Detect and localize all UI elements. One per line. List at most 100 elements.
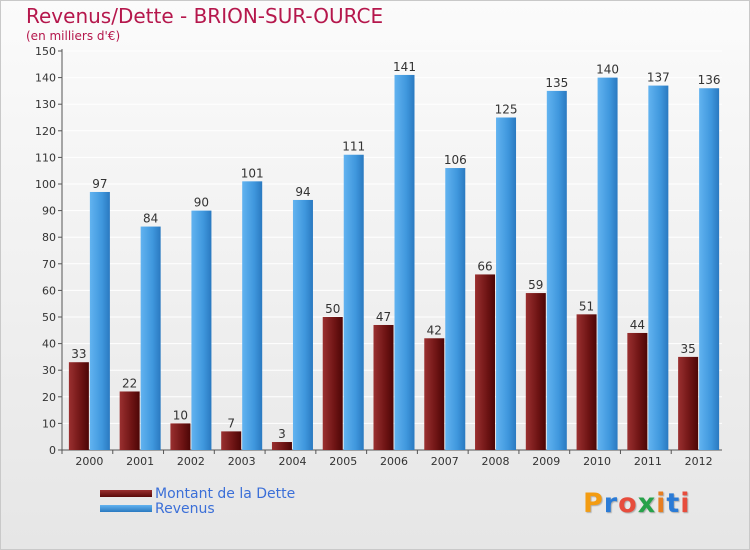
x-tick-label-2003: 2003 [228, 455, 256, 468]
bar-revenue-2008 [496, 117, 517, 450]
bar-revenue-2000 [89, 191, 110, 451]
x-axis: 2000 2001 2002 2003 2004 2005 2006 2007 2008 2009… [61, 450, 713, 468]
x-tick-label-2000: 2000 [75, 455, 103, 468]
data-label-revenue-2007: 106 [444, 153, 467, 167]
data-label-revenue-2012: 136 [698, 73, 721, 87]
data-label-revenue-2002: 90 [194, 196, 209, 210]
data-label-debt-2009: 59 [528, 278, 543, 292]
x-tick-label-2007: 2007 [431, 455, 459, 468]
bar-debt-2006 [373, 324, 394, 450]
y-tick-label-110: 110 [35, 151, 56, 164]
data-label-debt-2005: 50 [325, 302, 340, 316]
data-label-revenue-2000: 97 [92, 177, 107, 191]
y-tick-label-140: 140 [35, 72, 56, 85]
chart-title: Revenus/Dette - BRION-SUR-OURCE [26, 4, 384, 28]
legend-swatch-debt [100, 490, 152, 497]
bar-revenue-2002 [191, 210, 212, 450]
bar-revenue-2001 [140, 226, 161, 450]
bar-revenue-2004 [292, 199, 313, 450]
chart-subtitle: (en milliers d'€) [26, 29, 121, 43]
bar-revenue-2009 [546, 90, 567, 451]
bar-revenue-2007 [445, 168, 466, 451]
data-label-debt-2000: 33 [71, 347, 86, 361]
data-label-debt-2006: 47 [376, 310, 391, 324]
logo-letter: i [680, 488, 691, 519]
y-tick-label-130: 130 [35, 98, 56, 111]
bar-revenue-2006 [394, 74, 415, 450]
proxiti-logo: Proxiti [583, 488, 691, 519]
logo-letter: t [666, 488, 681, 519]
y-tick-label-20: 20 [42, 391, 56, 404]
bar-debt-2003 [221, 431, 242, 450]
y-tick-label-70: 70 [42, 258, 56, 271]
x-tick-label-2011: 2011 [634, 455, 662, 468]
logo-letter: i [656, 488, 667, 519]
x-tick-label-2012: 2012 [685, 455, 713, 468]
legend-label-debt: Montant de la Dette [155, 485, 296, 502]
data-label-revenue-2009: 135 [545, 76, 568, 90]
x-tick-label-2005: 2005 [329, 455, 357, 468]
y-tick-label-0: 0 [49, 444, 56, 457]
y-tick-label-10: 10 [42, 417, 56, 430]
bar-debt-2010 [576, 314, 597, 450]
x-tick-label-2002: 2002 [177, 455, 205, 468]
data-label-debt-2001: 22 [122, 376, 137, 390]
data-label-revenue-2004: 94 [295, 185, 310, 199]
y-tick-label-100: 100 [35, 178, 56, 191]
x-tick-label-2006: 2006 [380, 455, 408, 468]
data-label-debt-2007: 42 [427, 323, 442, 337]
data-label-revenue-2011: 137 [647, 71, 670, 85]
data-label-debt-2011: 44 [630, 318, 645, 332]
bar-revenue-2005 [343, 154, 364, 451]
y-tick-label-40: 40 [42, 338, 56, 351]
data-label-debt-2003: 7 [227, 416, 235, 430]
legend-item-debt: Montant de la Dette [100, 485, 296, 502]
y-tick-label-30: 30 [42, 364, 56, 377]
y-tick-label-90: 90 [42, 205, 56, 218]
data-label-debt-2004: 3 [278, 427, 286, 441]
y-tick-label-50: 50 [42, 311, 56, 324]
legend-label-revenue: Revenus [155, 500, 215, 517]
y-tick-label-150: 150 [35, 45, 56, 58]
data-label-debt-2010: 51 [579, 299, 594, 313]
bar-revenue-2012 [699, 88, 720, 451]
data-label-revenue-2006: 141 [393, 60, 416, 74]
data-label-debt-2012: 35 [680, 342, 695, 356]
y-tick-label-120: 120 [35, 125, 56, 138]
logo-letter: x [637, 488, 657, 519]
data-label-revenue-2003: 101 [241, 166, 264, 180]
data-label-revenue-2010: 140 [596, 63, 619, 77]
logo-letter: P [583, 488, 604, 519]
x-tick-label-2001: 2001 [126, 455, 154, 468]
bar-debt-2009 [525, 293, 546, 450]
bar-debt-2011 [627, 332, 648, 450]
x-tick-label-2004: 2004 [278, 455, 306, 468]
bar-debt-2007 [424, 338, 445, 450]
x-tick-label-2008: 2008 [482, 455, 510, 468]
y-tick-label-60: 60 [42, 284, 56, 297]
bar-revenue-2003 [242, 181, 263, 450]
bar-debt-2008 [475, 274, 496, 450]
legend-item-revenue: Revenus [100, 500, 295, 517]
y-tick-label-80: 80 [42, 231, 56, 244]
data-label-revenue-2005: 111 [342, 140, 365, 154]
bar-debt-2005 [322, 317, 343, 450]
legend: Montant de la Dette Revenus [100, 485, 296, 517]
bar-debt-2012 [678, 356, 699, 450]
bar-debt-2001 [119, 391, 140, 450]
bar-revenue-2010 [597, 77, 618, 450]
x-tick-label-2010: 2010 [583, 455, 611, 468]
bar-debt-2004 [271, 442, 292, 450]
logo-letter: r [603, 488, 619, 519]
data-label-debt-2002: 10 [173, 408, 188, 422]
x-tick-label-2009: 2009 [532, 455, 560, 468]
data-label-revenue-2008: 125 [495, 103, 518, 117]
bar-debt-2002 [170, 423, 191, 450]
bars-layer [68, 74, 720, 451]
legend-swatch-revenue [100, 505, 152, 512]
data-label-revenue-2001: 84 [143, 212, 158, 226]
data-label-debt-2008: 66 [477, 259, 492, 273]
bar-revenue-2011 [648, 85, 669, 450]
